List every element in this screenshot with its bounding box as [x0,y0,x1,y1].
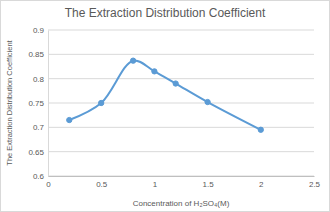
x-tick-label: 1 [153,180,158,189]
y-tick: 0.8 [33,75,48,84]
y-tick-label: 0.6 [33,172,45,181]
y-tick: 0.85 [28,50,48,59]
grid-line [48,127,314,128]
grid-line [48,30,314,31]
y-tick: 0.9 [33,26,48,35]
y-tick-label: 0.75 [28,99,44,108]
x-tick-label: 0.5 [96,180,108,189]
x-axis: 0 0.5 1 1.5 2 2.5 [46,176,320,189]
chart: 0.6 0.65 0.7 0.75 0.8 0.85 0.9 0 0.5 1 1.5 2 2.5 The … [0,0,330,212]
y-tick: 0.75 [28,99,48,108]
x-tick-label: 0 [46,180,51,189]
marker [152,69,157,74]
y-axis-title: The Extraction Distribution Coefficient [5,39,14,165]
x-tick-label: 2.5 [309,180,321,189]
x-tick: 2.5 [309,176,321,189]
chart-border [1,1,330,212]
y-tick-label: 0.85 [28,50,44,59]
y-tick: 0.7 [33,123,48,132]
grid-line [48,151,314,152]
x-tick: 1.5 [203,176,215,189]
x-tick-label: 2 [259,180,264,189]
marker [258,127,263,132]
marker [99,100,104,105]
plot: 0.6 0.65 0.7 0.75 0.8 0.85 0.9 0 0.5 1 1.5 2 2.5 [28,26,320,189]
y-tick: 0.65 [28,148,48,157]
grid-line [48,78,314,79]
y-tick-label: 0.8 [33,75,45,84]
x-tick: 1 [153,176,158,189]
series [67,58,264,132]
marker [67,117,72,122]
y-tick-label: 0.9 [33,26,45,35]
grid-line [48,103,314,104]
x-axis-title: Concentration of H₂SO₄(M) [133,199,230,208]
x-tick: 0.5 [96,176,108,189]
marker [205,99,210,104]
marker [173,81,178,86]
grid-line [48,176,314,177]
y-tick-label: 0.7 [33,123,45,132]
x-axis-line [49,176,315,177]
y-axis: 0.6 0.65 0.7 0.75 0.8 0.85 0.9 [28,26,48,181]
grid [48,30,314,176]
y-axis-line [48,31,49,177]
grid-line [48,54,314,55]
marker [130,58,135,63]
title: The Extraction Distribution Coefficient [65,6,266,20]
x-tick: 0 [46,176,51,189]
series-line [69,60,261,129]
x-tick-label: 1.5 [203,180,215,189]
x-tick: 2 [259,176,264,189]
y-tick-label: 0.65 [28,148,44,157]
